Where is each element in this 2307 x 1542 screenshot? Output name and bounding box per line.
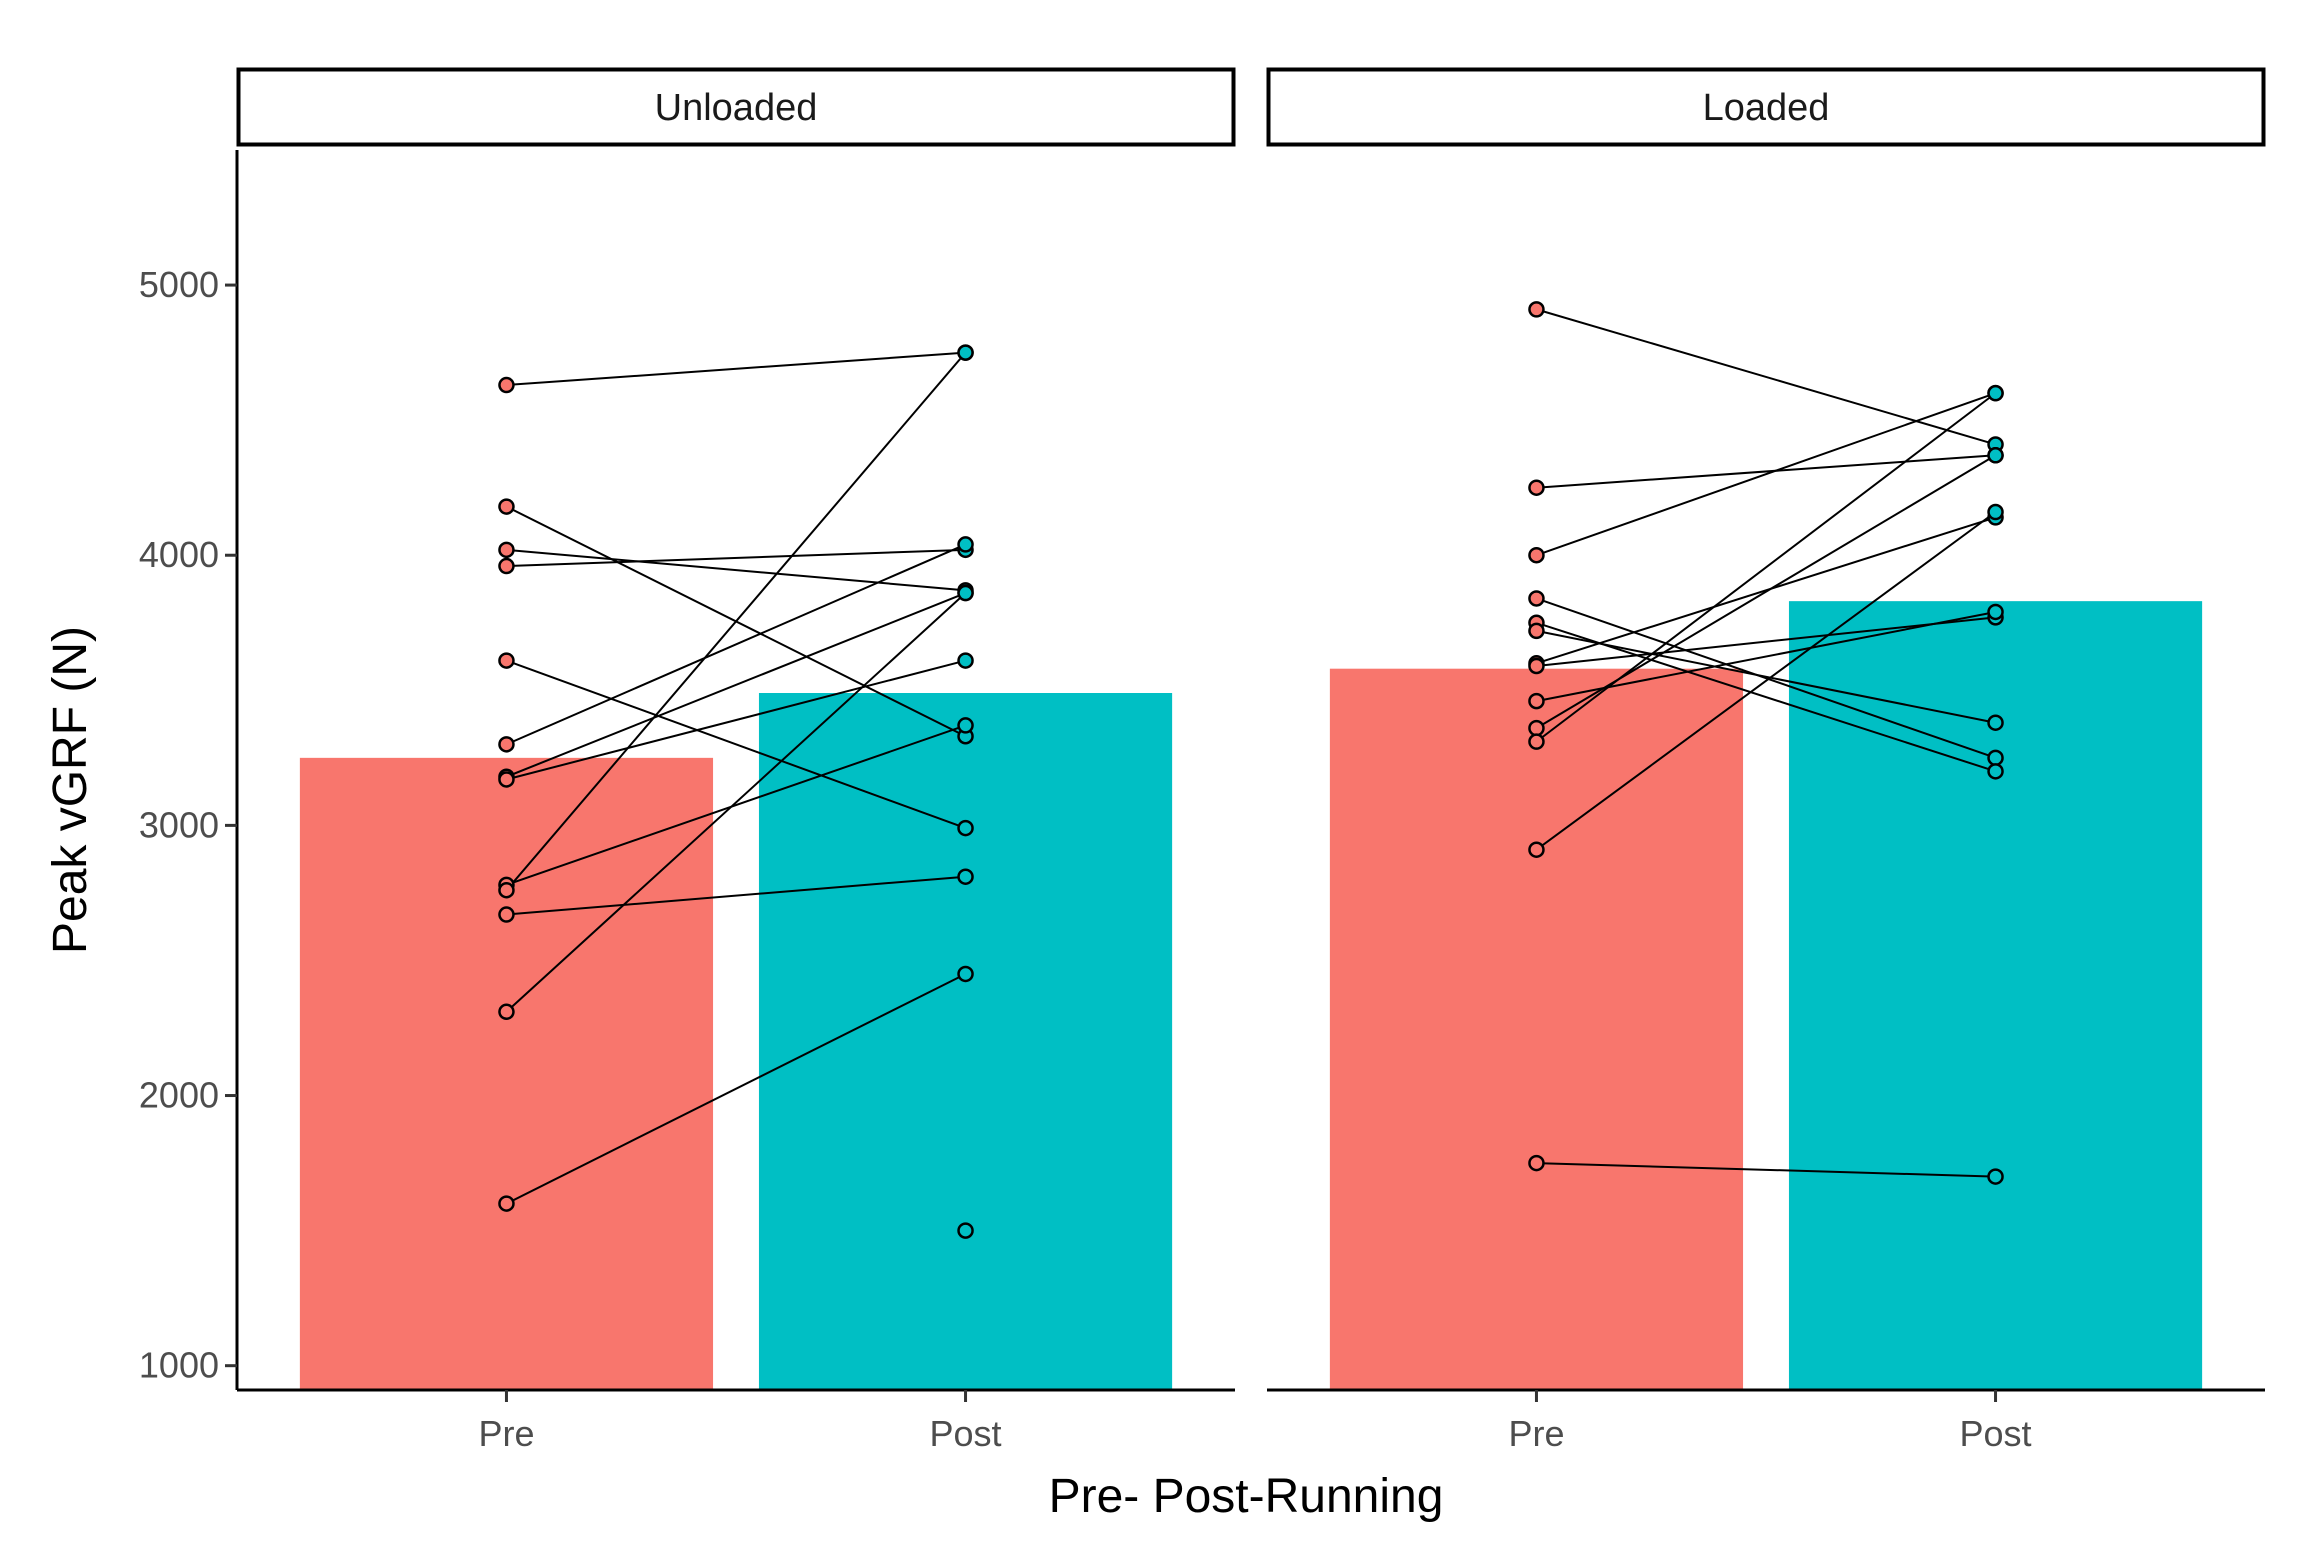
subject-line-unloaded-12 bbox=[505, 592, 967, 1013]
bar-loaded-pre bbox=[1329, 668, 1744, 1390]
subject-line-loaded-7 bbox=[1536, 516, 1996, 665]
x-axis-title: Pre- Post-Running bbox=[1049, 1470, 1444, 1523]
panel-loaded: Pre Post Loaded bbox=[1266, 67, 2266, 1454]
subject-line-loaded-5 bbox=[1536, 621, 1996, 773]
point-loaded-post-5 bbox=[1987, 763, 2004, 780]
y-tick-label-4000: 4000 bbox=[139, 534, 219, 575]
y-axis-title: Peak vGRF (N) bbox=[44, 626, 97, 954]
strip-unloaded bbox=[236, 67, 1236, 147]
point-loaded-pre-4 bbox=[1528, 590, 1545, 607]
subject-line-loaded-3 bbox=[1536, 392, 1996, 557]
point-loaded-pre-1 bbox=[1528, 301, 1545, 318]
subject-line-loaded-4 bbox=[1536, 597, 1996, 759]
subject-line-unloaded-9 bbox=[506, 724, 966, 886]
y-tick-label-2000: 2000 bbox=[139, 1075, 219, 1116]
point-unloaded-pre-4 bbox=[498, 557, 515, 575]
point-loaded-pre-9 bbox=[1528, 692, 1545, 710]
strip-loaded bbox=[1266, 67, 2266, 147]
x-tick-label-loaded-pre: Pre bbox=[1508, 1413, 1564, 1454]
subject-line-loaded-13 bbox=[1536, 1162, 1996, 1178]
point-unloaded-post-10 bbox=[957, 344, 974, 361]
subject-line-unloaded-10 bbox=[505, 351, 967, 891]
subject-line-unloaded-7 bbox=[506, 592, 966, 778]
subject-line-unloaded-5 bbox=[506, 659, 966, 830]
point-unloaded-pre-3 bbox=[498, 541, 515, 559]
point-unloaded-pre-1 bbox=[498, 376, 515, 394]
strip-label-loaded: Loaded bbox=[1703, 87, 1830, 129]
x-tick-label-unloaded-post: Post bbox=[930, 1413, 1002, 1454]
point-loaded-pre-2 bbox=[1528, 479, 1545, 496]
point-loaded-pre-10 bbox=[1528, 719, 1545, 737]
point-unloaded-post-14 bbox=[957, 1222, 974, 1239]
point-loaded-post-9 bbox=[1987, 603, 2004, 621]
point-loaded-pre-8 bbox=[1528, 657, 1545, 675]
subject-line-loaded-8 bbox=[1536, 616, 1996, 667]
point-loaded-post-10 bbox=[1987, 447, 2004, 464]
subject-line-loaded-11 bbox=[1535, 392, 1997, 743]
point-loaded-post-6 bbox=[1987, 714, 2004, 731]
point-loaded-pre-13 bbox=[1528, 1154, 1545, 1172]
point-unloaded-pre-5 bbox=[498, 652, 515, 669]
bar-unloaded-pre bbox=[299, 757, 714, 1390]
point-unloaded-pre-12 bbox=[498, 1003, 515, 1021]
point-unloaded-pre-10 bbox=[498, 881, 515, 899]
strip-label-unloaded: Unloaded bbox=[655, 87, 818, 129]
point-unloaded-post-12 bbox=[957, 584, 974, 602]
point-unloaded-post-8 bbox=[957, 652, 974, 669]
point-loaded-pre-3 bbox=[1528, 546, 1545, 564]
y-tick-label-1000: 1000 bbox=[139, 1345, 219, 1386]
point-unloaded-pre-2 bbox=[498, 498, 515, 515]
point-loaded-post-13 bbox=[1987, 1168, 2004, 1185]
point-unloaded-pre-13 bbox=[498, 1195, 515, 1212]
subject-line-loaded-9 bbox=[1536, 610, 1996, 703]
point-unloaded-post-13 bbox=[957, 965, 974, 983]
point-loaded-post-11 bbox=[1987, 384, 2004, 402]
panel-unloaded: Pre Post Unloaded bbox=[236, 67, 1236, 1454]
subject-line-unloaded-1 bbox=[506, 351, 966, 387]
subject-line-unloaded-6 bbox=[506, 543, 966, 746]
subject-line-loaded-1 bbox=[1536, 308, 1996, 446]
point-unloaded-post-5 bbox=[957, 819, 974, 837]
subject-line-loaded-2 bbox=[1536, 454, 1996, 489]
point-unloaded-pre-8 bbox=[498, 771, 515, 788]
bar-unloaded-post bbox=[758, 693, 1173, 1390]
point-loaded-post-12 bbox=[1987, 503, 2004, 521]
point-unloaded-post-11 bbox=[957, 868, 974, 885]
point-loaded-pre-11 bbox=[1528, 733, 1545, 750]
y-tick-label-3000: 3000 bbox=[139, 804, 219, 845]
subject-line-unloaded-8 bbox=[506, 659, 966, 781]
point-unloaded-post-9 bbox=[957, 717, 974, 734]
subject-line-unloaded-13 bbox=[506, 973, 966, 1205]
point-unloaded-pre-6 bbox=[498, 736, 515, 753]
subject-line-unloaded-3 bbox=[506, 548, 966, 592]
x-tick-label-unloaded-pre: Pre bbox=[478, 1413, 534, 1454]
subject-line-loaded-12 bbox=[1535, 511, 1997, 851]
subject-line-unloaded-11 bbox=[506, 875, 966, 916]
subject-line-unloaded-4 bbox=[506, 548, 966, 568]
point-unloaded-pre-11 bbox=[498, 906, 515, 923]
x-tick-label-loaded-post: Post bbox=[1960, 1413, 2032, 1454]
point-unloaded-post-6 bbox=[957, 536, 974, 553]
point-loaded-pre-12 bbox=[1528, 841, 1545, 858]
subject-line-loaded-6 bbox=[1536, 629, 1996, 724]
y-tick-label-5000: 5000 bbox=[139, 264, 219, 305]
bar-loaded-post bbox=[1788, 601, 2203, 1390]
point-loaded-post-4 bbox=[1987, 749, 2004, 767]
point-loaded-pre-6 bbox=[1528, 622, 1545, 640]
